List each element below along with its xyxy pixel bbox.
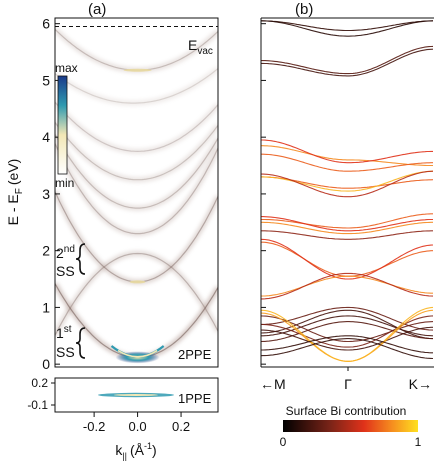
panel-a-ytick-label: 5 [42,72,50,88]
panel-b-band [261,48,434,77]
panel-b-yticks [261,23,266,365]
panel-b-band [261,238,434,280]
panel-b-band [261,153,433,172]
panel-b-band [261,335,433,354]
panel-a-ylabel: E - EF(eV) [5,159,25,226]
panel-a-upper-hotspot [123,68,152,72]
panel-a-ytick-label: 4 [42,129,50,145]
panel-b-background [261,18,434,367]
panel-a-band [55,252,218,336]
panel-a-ss2-hotspot [129,280,146,284]
colorbar-a [57,75,68,175]
ss2-label-line2: SS [56,263,75,279]
panel-a-band [55,68,218,104]
panel-b-band [261,170,434,192]
inset-1ppe: 1PPE 0.2 -0.1 [27,376,219,413]
panel-a-xtick-label: 0.0 [129,419,147,434]
colorbar-a-min-label: min [55,176,74,190]
panel-a-band-glow [55,66,218,106]
panel-a-xticks: -0.2 0.0 0.2 [83,412,190,434]
panel-a-band [55,101,218,153]
panel-b-band [261,275,433,297]
colorbar-b-title: Surface Bi contribution [286,404,407,418]
panel-a-band-glow [55,120,218,183]
panel-b-band [261,272,434,300]
panel-a-yticks: 0 1 2 3 4 5 6 [42,16,60,372]
inset-ytick-label: -0.1 [27,398,48,412]
panel-a-ytick-label: 3 [42,186,50,202]
panel-a-xtick-label: 0.2 [172,419,190,434]
panel-b-band [261,338,434,360]
1ppe-label: 1PPE [178,391,212,406]
panel-b-band [261,321,433,343]
panel-b-band [261,20,434,32]
vacuum-level-label: Evac [188,37,213,57]
panel-a-band [55,122,218,181]
panel-a-hotspot [110,68,165,364]
panel-b-band [261,315,434,337]
ss2-brace [75,243,86,275]
inset-band-core [114,394,158,396]
panel-b-bands [261,20,434,362]
panel-b-band [261,216,433,232]
inset-ytick-label: 0.2 [31,376,48,390]
panel-a-band [55,143,218,235]
panel-b-band [261,221,433,235]
colorbar-b-max-label: 1 [415,435,422,449]
panel-b-label: (b) [295,1,313,18]
panel-a-ytick-label: 1 [42,299,50,315]
panel-a-band [55,134,218,209]
panel-a-band-glow [55,100,218,154]
panel-b-band [261,213,433,229]
k-path-m-label: ←M [260,376,286,392]
panel-a-band-glow [55,250,218,337]
panel-b-band [261,145,433,167]
panel-b-band [261,170,434,198]
ss1-brace [75,327,86,359]
2ppe-label: 2PPE [178,347,212,362]
panel-a-ytick-label: 2 [42,243,50,259]
panel-b-band [261,20,434,37]
panel-b-band [261,326,433,351]
panel-a-ytick-label: 6 [42,16,50,32]
k-path-gamma-label: Γ [344,376,352,392]
panel-b-band [261,306,434,362]
ss2-label: 2nd [56,244,75,261]
k-path-k-label: K→ [409,376,432,392]
panel-a-band-glow [55,133,218,211]
panel-a-label: (a) [88,1,106,18]
panel-a-xlabel: k|| (Å-1) [115,441,156,461]
panel-a-band-glow [55,142,218,237]
svg-text:E - EF(eV): E - EF(eV) [5,159,25,226]
ss1-label-line2: SS [56,344,75,360]
colorbar-b-min-label: 0 [280,435,287,449]
panel-a-frame [54,17,219,368]
panel-b-plot [260,17,434,371]
panel-a-hotspot-core [117,349,158,358]
panel-a-xtick-label: -0.2 [83,419,105,434]
panel-b-band [261,139,433,164]
colorbar-b [283,420,418,432]
panel-b-band [261,230,433,240]
panel-a-plot: 0 1 2 3 4 5 6 -0.2 0.0 0.2 Evac max min 2nd SS 1… [42,16,219,434]
panel-a-ytick-label: 0 [42,356,50,372]
panel-b-band [261,309,434,340]
ss1-label: 1st [56,324,72,341]
colorbar-a-max-label: max [55,61,78,75]
panel-b-band [261,45,434,75]
